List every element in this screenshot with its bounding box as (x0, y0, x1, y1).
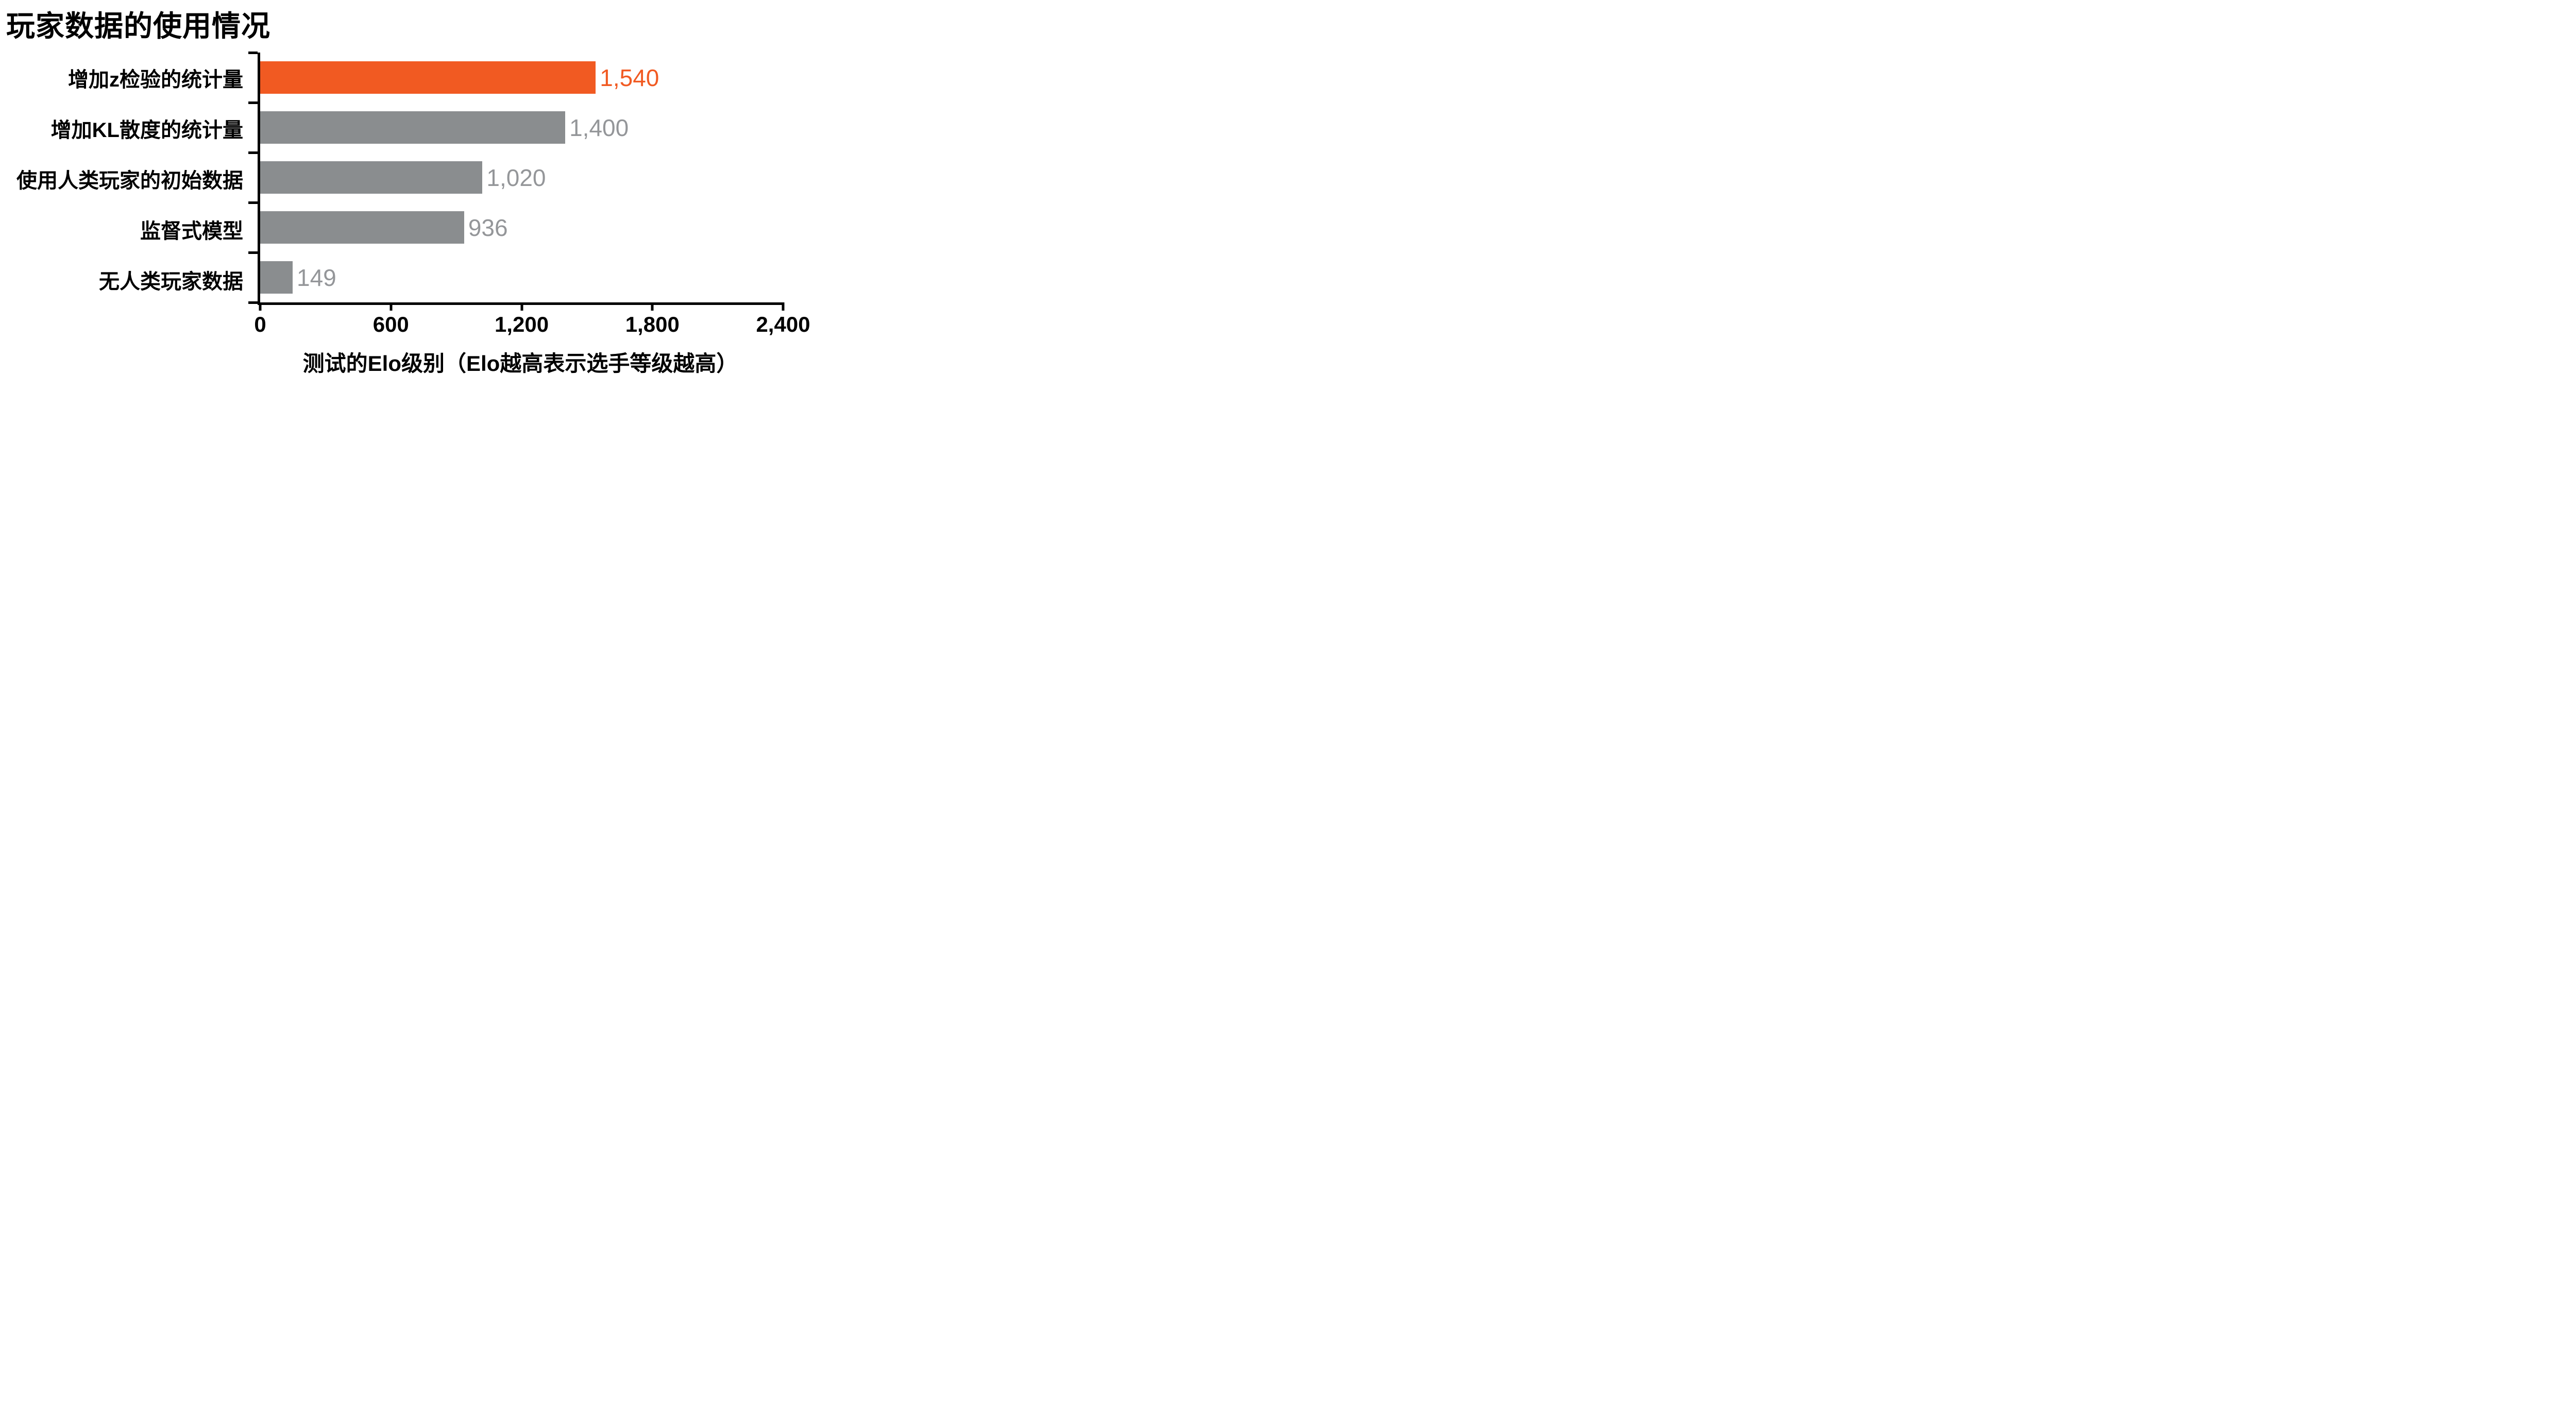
x-tick-label: 2,400 (756, 312, 810, 336)
y-axis-tick (248, 301, 258, 304)
bar-row: 936 (260, 202, 783, 252)
value-label: 1,020 (486, 164, 546, 191)
y-axis-tick (248, 251, 258, 254)
x-axis-tick (520, 302, 523, 311)
x-axis-title: 测试的Elo级别（Elo越高表示选手等级越高） (302, 351, 738, 376)
category-label: 无人类玩家数据 (99, 270, 243, 293)
category-label: 使用人类玩家的初始数据 (16, 169, 243, 192)
category-label: 增加KL散度的统计量 (50, 119, 243, 142)
bar (260, 211, 464, 244)
bar-row: 1,540 (260, 53, 783, 103)
bar-row: 1,020 (260, 152, 783, 202)
x-axis-tick (389, 302, 393, 311)
x-axis-tick (782, 302, 785, 311)
value-label: 1,400 (569, 114, 629, 141)
x-axis-tick (259, 302, 262, 311)
x-tick-label: 1,200 (494, 312, 549, 336)
bar-rows: 1,540 1,400 1,020 936 149 (260, 53, 783, 302)
x-axis-tick (651, 302, 654, 311)
x-tick-label: 1,800 (625, 312, 680, 336)
x-tick-label: 600 (372, 312, 409, 336)
bar-chart-figure: 玩家数据的使用情况 增加z检验的统计量增加KL散度的统计量使用人类玩家的初始数据… (0, 0, 819, 388)
chart-title: 玩家数据的使用情况 (6, 10, 270, 42)
category-label: 监督式模型 (140, 220, 243, 243)
value-label: 1,540 (600, 64, 659, 91)
category-label: 增加z检验的统计量 (68, 69, 243, 91)
y-axis-tick (248, 101, 258, 104)
bar (260, 261, 293, 294)
bar-row: 1,400 (260, 103, 783, 152)
bar (260, 161, 483, 194)
bar-row: 149 (260, 252, 783, 302)
y-axis-tick (248, 51, 258, 54)
y-axis-tick (248, 201, 258, 204)
category-labels: 增加z检验的统计量增加KL散度的统计量使用人类玩家的初始数据监督式模型无人类玩家… (0, 53, 243, 305)
plot-area: 1,540 1,400 1,020 936 149 0 600 1,200 1,800 2,40… (248, 51, 810, 335)
value-label: 936 (468, 214, 508, 241)
value-label: 149 (297, 264, 336, 291)
y-axis-tick (248, 151, 258, 154)
bar (260, 111, 566, 144)
x-tick-label: 0 (254, 312, 266, 336)
bar (260, 61, 596, 94)
